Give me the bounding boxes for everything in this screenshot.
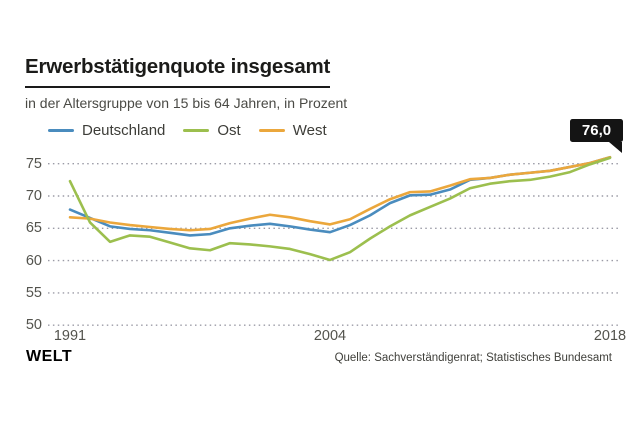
y-tick-label-70: 70 bbox=[25, 188, 42, 204]
chart-title: Erwerbstätigenquote insgesamt bbox=[25, 55, 330, 88]
y-tick-label-65: 65 bbox=[25, 220, 42, 237]
chart-subtitle: in der Altersgruppe von 15 bis 64 Jahren… bbox=[25, 95, 348, 111]
legend-item-deutschland: Deutschland bbox=[48, 122, 165, 139]
legend-item-ost: Ost bbox=[183, 122, 241, 139]
legend-item-west: West bbox=[258, 122, 327, 139]
series-line-ost bbox=[68, 156, 612, 262]
welt-logo: WELT bbox=[26, 348, 73, 365]
legend-label-ost: Ost bbox=[217, 122, 241, 139]
source-credit: Quelle: Sachverständigenrat; Statistisch… bbox=[334, 352, 612, 364]
legend-label-west: West bbox=[292, 122, 327, 139]
x-tick-label-1991: 1991 bbox=[53, 328, 87, 344]
line-swatch-deutschland-icon bbox=[48, 128, 74, 133]
series-line-west bbox=[68, 155, 612, 232]
legend: Deutschland Ost West bbox=[48, 122, 327, 139]
legend-label-deutschland: Deutschland bbox=[82, 122, 166, 139]
value-callout: 76,0 bbox=[570, 119, 623, 153]
line-swatch-west-icon bbox=[258, 128, 285, 133]
y-tick-label-50: 50 bbox=[25, 317, 42, 334]
y-tick-label-60: 60 bbox=[25, 252, 42, 269]
y-tick-label-75: 75 bbox=[25, 155, 42, 172]
x-tick-label-2004: 2004 bbox=[313, 328, 347, 344]
line-swatch-ost-icon bbox=[183, 128, 210, 133]
y-tick-label-55: 55 bbox=[25, 284, 42, 301]
x-tick-label-2018: 2018 bbox=[593, 328, 627, 344]
